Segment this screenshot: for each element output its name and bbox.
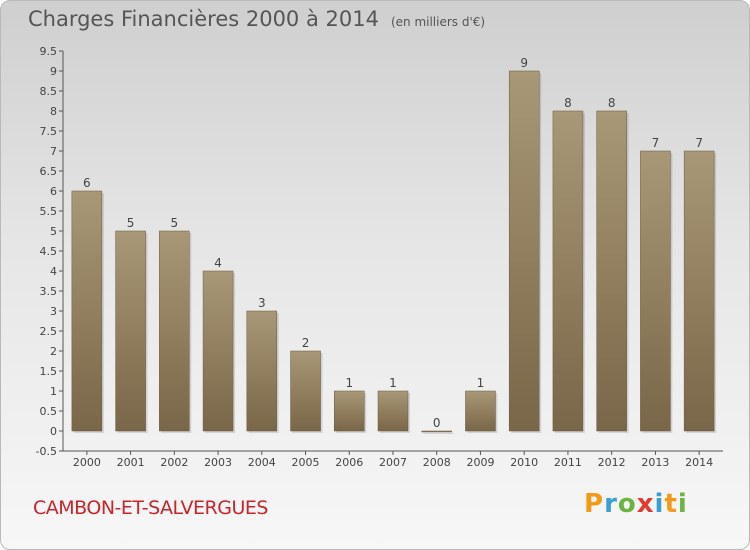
- bar: [115, 230, 146, 432]
- bar: [71, 190, 103, 432]
- chart-axes: -0.5 0 0.5 1 1.5 2 2.5 3 3.5 4 4.5 5 5.5 6 6.5 7 7.5 8 8.5…: [36, 45, 723, 469]
- data-label: 7: [652, 136, 660, 150]
- y-tick-label: 3: [50, 305, 57, 318]
- bar: [159, 230, 190, 432]
- bar: [640, 150, 671, 432]
- commune-name: CAMBON-ET-SALVERGUES: [33, 497, 268, 519]
- x-tick-label: 2002: [160, 456, 188, 469]
- data-label: 1: [345, 376, 353, 390]
- bar: [421, 430, 452, 433]
- y-tick-label: -0.5: [36, 445, 57, 458]
- y-tick-label: 2: [50, 345, 57, 358]
- x-tick-label: 2010: [510, 456, 538, 469]
- data-label: 5: [127, 216, 135, 230]
- data-label: 1: [477, 376, 485, 390]
- x-tick-label: 2011: [554, 456, 582, 469]
- x-tick-label: 2001: [117, 456, 145, 469]
- y-tick-label: 4.5: [40, 245, 58, 258]
- x-tick-label: 2005: [292, 456, 320, 469]
- bar: [508, 70, 540, 432]
- y-tick-label: 9.5: [40, 45, 58, 58]
- y-tick-label: 0.5: [40, 405, 58, 418]
- proxiti-logo[interactable]: Proxiti: [584, 489, 688, 519]
- data-label: 2: [302, 336, 310, 350]
- chart-subtitle: (en milliers d'€): [390, 15, 486, 29]
- bar-shadow: [423, 433, 454, 434]
- y-tick-label: 8: [50, 105, 57, 118]
- bar: [683, 150, 715, 432]
- x-tick-label: 2008: [423, 456, 451, 469]
- y-tick-label: 5: [50, 225, 57, 238]
- y-tick-label: 4: [50, 265, 57, 278]
- bar: [552, 110, 584, 432]
- x-tick-label: 2014: [685, 456, 713, 469]
- data-label: 9: [520, 56, 528, 70]
- chart-title: Charges Financières 2000 à 2014 (en milli…: [28, 7, 485, 31]
- chart-title-text: Charges Financières 2000 à 2014: [28, 7, 379, 31]
- bar: [290, 350, 321, 432]
- data-label: 5: [171, 216, 179, 230]
- y-tick-label: 3.5: [40, 285, 58, 298]
- y-tick-label: 5.5: [40, 205, 58, 218]
- x-tick-label: 2006: [335, 456, 363, 469]
- y-tick-label: 9: [50, 65, 57, 78]
- x-tick-label: 2003: [204, 456, 232, 469]
- y-tick-label: 2.5: [40, 325, 58, 338]
- y-tick-label: 7.5: [40, 125, 58, 138]
- y-tick-label: 6.5: [40, 165, 58, 178]
- bar: [334, 390, 365, 432]
- bar: [202, 270, 234, 432]
- data-label: 8: [608, 96, 616, 110]
- chart-labels: 6 5 5 4 3 2 1 1 0 1 9 8 8 7 7: [83, 56, 703, 430]
- data-label: 0: [433, 416, 441, 430]
- data-label: 3: [258, 296, 266, 310]
- data-label: 7: [695, 136, 703, 150]
- x-tick-label: 2000: [73, 456, 101, 469]
- bar: [246, 310, 278, 432]
- bar: [465, 390, 496, 432]
- x-tick-label: 2009: [466, 456, 494, 469]
- y-tick-label: 1: [50, 385, 57, 398]
- y-tick-label: 0: [50, 425, 57, 438]
- x-tick-label: 2013: [641, 456, 669, 469]
- bar: [377, 390, 409, 432]
- x-tick-label: 2012: [598, 456, 626, 469]
- y-tick-label: 8.5: [40, 85, 58, 98]
- y-tick-label: 6: [50, 185, 57, 198]
- x-tick-label: 2004: [248, 456, 276, 469]
- bar: [596, 110, 627, 432]
- data-label: 4: [214, 256, 222, 270]
- y-tick-label: 7: [50, 145, 57, 158]
- chart-bars: [71, 70, 717, 434]
- y-tick-label: 1.5: [40, 365, 58, 378]
- data-label: 8: [564, 96, 572, 110]
- data-label: 1: [389, 376, 397, 390]
- data-label: 6: [83, 176, 91, 190]
- x-tick-label: 2007: [379, 456, 407, 469]
